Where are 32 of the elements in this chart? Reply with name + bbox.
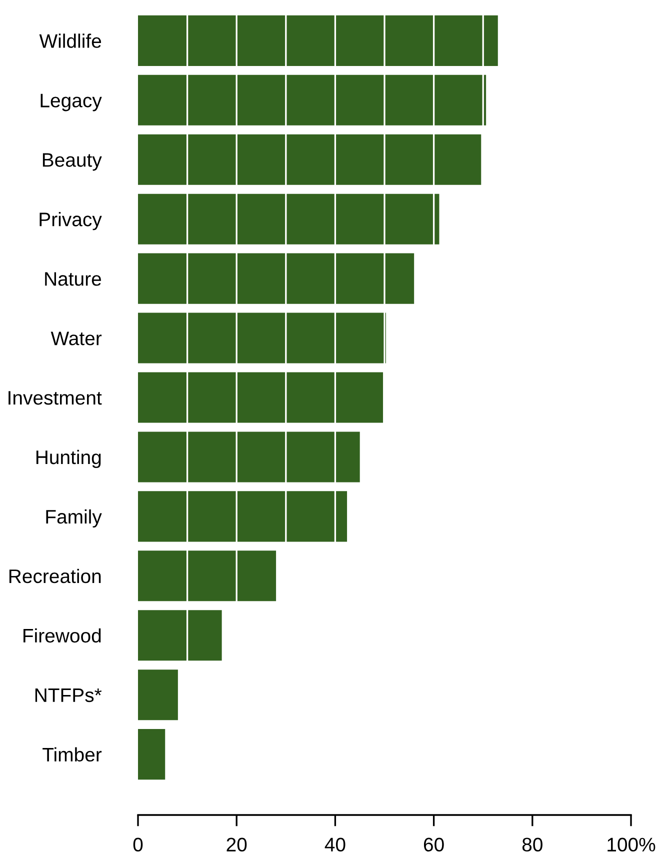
bar: [138, 670, 178, 720]
bar: [138, 432, 360, 482]
y-tick-label: Privacy: [40, 212, 102, 230]
x-tick-label: 0: [133, 838, 143, 852]
bar: [138, 194, 440, 244]
x-tick-label: 40: [324, 838, 346, 852]
y-tick-label: Firewood: [24, 628, 101, 643]
x-tick-label: 60: [424, 838, 444, 852]
bar: [138, 74, 486, 126]
y-tick-label: NTFPs*: [35, 688, 102, 702]
y-tick-label: Recreation: [9, 568, 101, 584]
bar: [138, 550, 276, 602]
y-tick-label: Investment: [8, 391, 102, 405]
x-tick-label: 20: [226, 838, 247, 852]
y-tick-label: Family: [46, 509, 102, 528]
y-tick-label: Nature: [45, 272, 102, 286]
bar: [138, 134, 482, 185]
y-tick-label: Legacy: [40, 94, 102, 112]
bar: [138, 253, 414, 304]
x-tick-label: 100%: [608, 838, 656, 852]
bar: [138, 729, 166, 780]
bar: [138, 372, 384, 423]
y-tick-label: Water: [50, 332, 102, 346]
y-tick-label: Beauty: [42, 153, 102, 171]
bar: [138, 610, 222, 661]
bar: [138, 15, 498, 66]
bar: [138, 491, 348, 542]
y-tick-label: Wildlife: [39, 34, 102, 48]
bar: [138, 312, 386, 364]
y-tick-label: Timber: [42, 747, 102, 762]
x-tick-label: 80: [522, 838, 542, 852]
y-tick-label: Hunting: [36, 450, 101, 468]
